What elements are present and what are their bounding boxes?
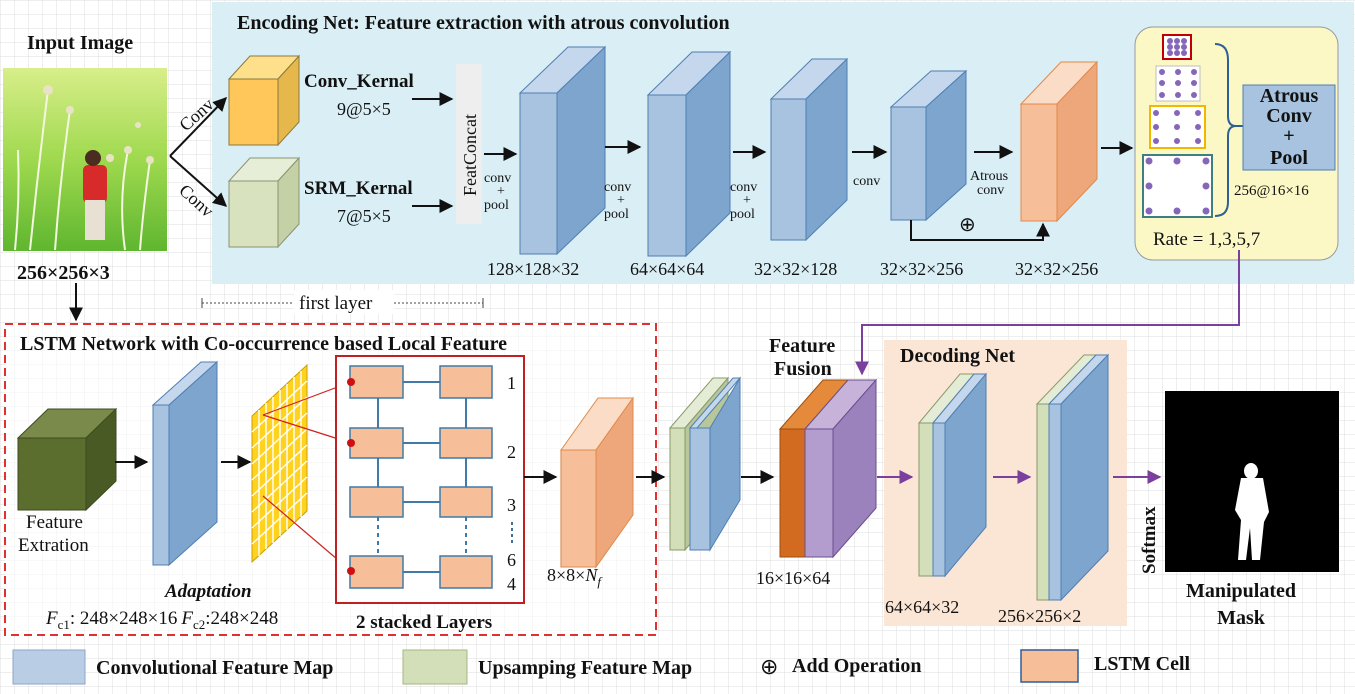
srm-kernel-size: 7@5×5	[337, 206, 391, 226]
lstm-network-title: LSTM Network with Co-occurrence based Lo…	[20, 333, 507, 355]
conv-kernel-cube	[229, 56, 299, 145]
atrous-conv-label-2: conv	[977, 183, 1004, 198]
conv-label-4: conv	[853, 174, 880, 189]
atrous-box-line3: +	[1283, 125, 1294, 147]
decode-dims-2: 256×256×2	[998, 606, 1081, 626]
legend-upsample-label: Upsamping Feature Map	[478, 657, 692, 679]
decode-dims-1: 64×64×32	[885, 597, 959, 617]
add-operation-symbol: ⊕	[959, 214, 976, 236]
atrous-box-line4: Pool	[1270, 147, 1308, 169]
legend-conv-swatch	[13, 650, 85, 684]
decoding-net-title: Decoding Net	[900, 345, 1015, 367]
enc-dims-3: 32×32×128	[754, 259, 837, 279]
atrous-box-line1: Atrous	[1260, 85, 1319, 107]
enc-dims-2: 64×64×64	[630, 259, 704, 279]
manipulated-mask	[1165, 391, 1339, 572]
feature-extraction-label-1: Feature	[26, 512, 83, 533]
srm-kernel-name: SRM_Kernal	[304, 178, 413, 199]
legend-add-label: Add Operation	[792, 655, 921, 677]
legend-add-symbol: ⊕	[760, 654, 778, 679]
adaptation-label: Adaptation	[164, 581, 252, 602]
feature-extraction-label-2: Extration	[18, 535, 89, 556]
input-image-title: Input Image	[27, 32, 133, 54]
conv-pool-2-pool: pool	[604, 207, 629, 222]
legend-lstm-swatch	[1021, 650, 1078, 682]
atrous-rate-1	[1163, 35, 1191, 59]
mask-label-2: Mask	[1217, 607, 1266, 629]
enc-dims-1: 128×128×32	[487, 259, 579, 279]
atrous-rate-3	[1156, 66, 1200, 101]
lstm-row-2: 2	[507, 442, 516, 462]
mask-label-1: Manipulated	[1186, 580, 1296, 602]
atrous-box-line2: Conv	[1266, 105, 1312, 127]
conv-pool-1-pool: pool	[484, 198, 509, 213]
lstm-row-3: 3	[507, 495, 516, 515]
atrous-rate-7	[1143, 155, 1212, 217]
atrous-conv-label-1: Atrous	[970, 169, 1008, 184]
feature-fusion-label-1: Feature	[769, 335, 835, 357]
conv-kernel-size: 9@5×5	[337, 99, 391, 119]
conv-pool-3-pool: pool	[730, 207, 755, 222]
conv-kernel-name: Conv_Kernal	[304, 71, 414, 92]
conv-pool-2-plus: +	[617, 193, 625, 208]
atrous-size-label: 256@16×16	[1234, 183, 1309, 199]
enc-map-2	[648, 52, 730, 256]
featconcat-label: FeatConcat	[460, 114, 480, 196]
feature-extraction-cube	[18, 409, 116, 510]
legend-conv-label: Convolutional Feature Map	[96, 657, 333, 679]
legend-upsample-swatch	[403, 650, 467, 684]
encoding-net-title: Encoding Net: Feature extraction with at…	[237, 12, 730, 34]
first-layer-label: first layer	[299, 293, 373, 314]
stacked-layers-label: 2 stacked Layers	[356, 612, 492, 633]
fusion-dims: 16×16×64	[756, 568, 830, 588]
conv-pool-3-plus: +	[743, 193, 751, 208]
lstm-row-6: 6	[507, 550, 516, 570]
feature-fusion-label-2: Fusion	[774, 358, 832, 380]
softmax-label: Softmax	[1139, 506, 1160, 574]
enc-dims-4: 32×32×256	[880, 259, 963, 279]
input-size-label: 256×256×3	[17, 262, 110, 284]
conv-pool-1-plus: +	[497, 184, 505, 199]
lstm-row-1: 1	[507, 373, 516, 393]
atrous-rate-label: Rate = 1,3,5,7	[1153, 229, 1260, 250]
legend-lstm-label: LSTM Cell	[1094, 653, 1191, 675]
atrous-rate-5	[1150, 106, 1205, 148]
lstm-row-4: 4	[507, 574, 516, 594]
fc-dims-label: Fc1: 248×248×16 Fc2:248×248	[45, 608, 278, 632]
enc-dims-5: 32×32×256	[1015, 259, 1098, 279]
input-image	[3, 68, 167, 251]
srm-kernel-cube	[229, 158, 299, 247]
